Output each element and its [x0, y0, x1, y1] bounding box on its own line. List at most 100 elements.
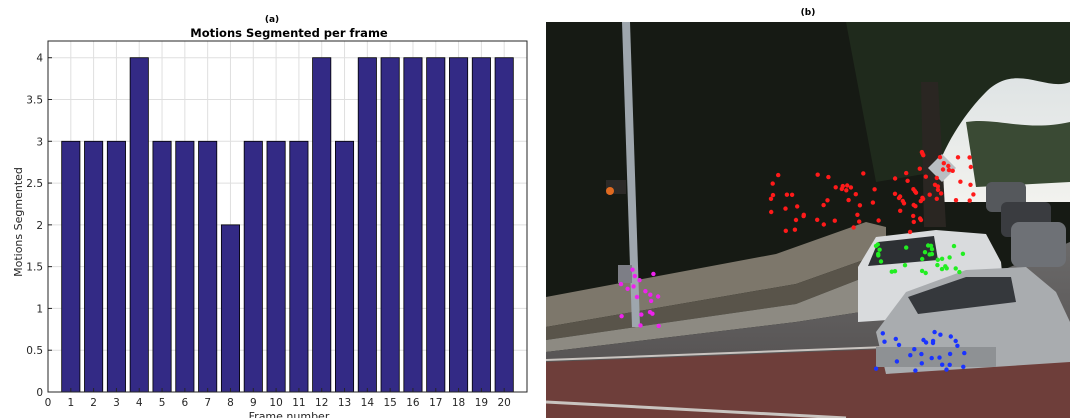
x-tick-label: 1 [67, 397, 74, 409]
tracked-points-blue [873, 329, 967, 373]
x-tick-label: 5 [159, 397, 166, 409]
tracked-point-red [845, 183, 850, 188]
tracked-point-red [795, 204, 800, 209]
tracked-points-magenta [618, 267, 661, 329]
tracked-point-magenta [648, 292, 653, 297]
chart-title: Motions Segmented per frame [190, 26, 388, 40]
bar-frame-1 [61, 140, 81, 393]
bar-frame-10 [266, 140, 286, 393]
tracked-point-blue [896, 342, 902, 348]
tracked-point-red [793, 217, 799, 223]
y-tick-label: 2.5 [26, 178, 43, 190]
tracked-point-blue [962, 350, 967, 356]
tracked-point-red [946, 167, 952, 173]
tracked-point-blue [947, 351, 953, 357]
tracked-point-magenta [631, 284, 636, 289]
tracked-point-green [923, 270, 928, 276]
tracked-point-red [953, 198, 959, 203]
tracked-point-red [815, 217, 820, 222]
tracked-point-red [892, 191, 898, 196]
tracked-point-red [892, 176, 898, 181]
y-tick-label: 3 [36, 136, 43, 148]
tracked-point-red [937, 155, 943, 160]
tracked-point-blue [908, 353, 913, 358]
tracked-point-green [939, 266, 945, 272]
y-tick-label: 0.5 [26, 345, 43, 357]
tracked-point-blue [948, 334, 953, 339]
tracked-point-red [946, 163, 951, 169]
tracked-point-magenta [656, 323, 661, 329]
tracked-point-red [784, 192, 790, 197]
y-tick-label: 0 [36, 387, 43, 399]
tracked-point-green [875, 242, 880, 247]
tracked-point-green [878, 259, 884, 264]
tracked-point-red [923, 174, 928, 179]
tracked-point-red [770, 181, 775, 186]
tracked-point-red [955, 155, 961, 160]
tracked-point-green [877, 247, 882, 252]
bar-frame-7 [198, 140, 218, 393]
bar-frame-4 [129, 57, 149, 393]
tracked-point-magenta [625, 286, 630, 291]
tracked-point-red [851, 225, 856, 230]
tracked-point-red [918, 198, 923, 204]
bar-frame-12 [312, 57, 332, 393]
tracked-point-magenta [647, 309, 653, 315]
bar-frame-18 [449, 57, 469, 393]
tracked-point-red [927, 192, 932, 197]
tracked-point-red [861, 171, 866, 176]
bar-frame-19 [471, 57, 491, 393]
y-tick-label: 1.5 [26, 262, 43, 274]
tracked-point-green [939, 256, 945, 261]
tracked-point-red [821, 222, 826, 227]
tracked-point-red [872, 187, 877, 192]
tracked-point-red [768, 196, 774, 201]
bar-frame-8 [220, 224, 241, 393]
bar-frame-15 [380, 57, 400, 393]
tracked-point-magenta [634, 294, 640, 300]
tracked-point-red [900, 198, 905, 204]
tracked-point-blue [961, 364, 966, 369]
tracked-point-blue [947, 362, 952, 367]
bar-frame-2 [84, 140, 104, 393]
tracked-point-magenta [639, 312, 644, 317]
tracked-point-red [941, 161, 946, 166]
tracked-point-magenta [637, 278, 642, 283]
tracked-point-red [911, 187, 916, 192]
tracked-point-red [938, 191, 944, 196]
tracked-point-red [826, 174, 831, 180]
tracked-point-red [848, 185, 854, 190]
tracked-point-red [857, 203, 863, 208]
y-axis-label: Motions Segmented [12, 167, 25, 277]
tracked-point-red [920, 195, 925, 200]
tracked-point-green [960, 251, 966, 256]
x-tick-label: 7 [204, 397, 211, 409]
tracked-point-red [935, 187, 941, 192]
tracked-point-red [967, 198, 972, 203]
tracked-point-green [953, 266, 958, 271]
tracked-point-red [846, 197, 851, 203]
bars [61, 57, 514, 393]
panel-label-a: (a) [265, 15, 279, 25]
tracked-point-green [904, 245, 909, 250]
bar-frame-17 [426, 57, 446, 393]
bar-frame-16 [403, 57, 423, 393]
x-tick-label: 17 [429, 397, 442, 409]
tracked-point-red [896, 195, 902, 201]
x-tick-label: 18 [452, 397, 465, 409]
tracked-point-magenta [618, 281, 624, 287]
x-tick-label: 12 [315, 397, 328, 409]
tracked-point-red [971, 192, 976, 197]
bar-frame-9 [243, 140, 263, 393]
tracked-point-red [967, 155, 972, 160]
tracked-point-blue [938, 332, 943, 337]
tracked-point-blue [919, 361, 924, 366]
tracked-point-blue [930, 338, 936, 344]
tracked-point-blue [940, 362, 945, 367]
tracked-point-red [833, 185, 838, 190]
tracked-point-green [889, 269, 894, 274]
tracked-point-red [898, 208, 903, 213]
x-tick-label: 15 [383, 397, 396, 409]
tracked-point-red [934, 196, 939, 201]
